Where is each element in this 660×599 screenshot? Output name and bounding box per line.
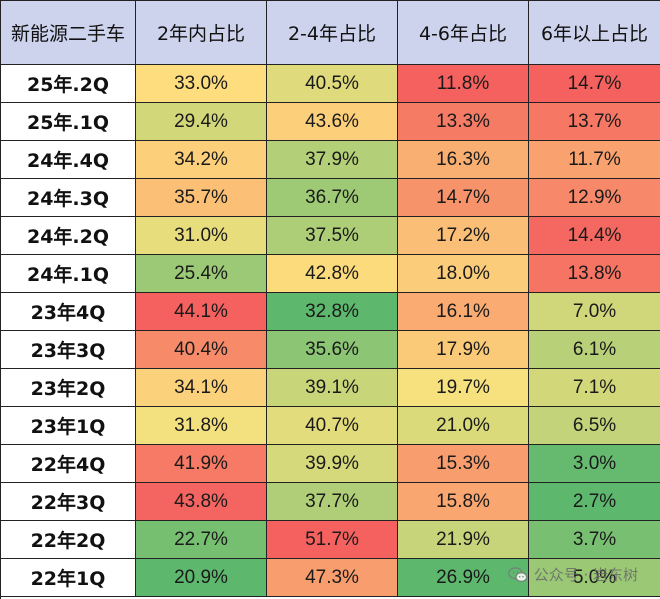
table-cell: 13.7% [529, 103, 660, 141]
table-cell: 40.5% [267, 65, 398, 103]
row-label: 24年.1Q [1, 255, 136, 293]
table-cell: 3.7% [529, 521, 660, 559]
table-cell: 43.8% [136, 483, 267, 521]
row-label: 23年3Q [1, 331, 136, 369]
header-row-label: 新能源二手车 [1, 1, 136, 65]
table-cell: 12.9% [529, 179, 660, 217]
table-cell: 16.3% [398, 141, 529, 179]
table-cell: 14.7% [398, 179, 529, 217]
row-label: 24年.2Q [1, 217, 136, 255]
table-cell: 41.9% [136, 445, 267, 483]
column-header: 2年内占比 [136, 1, 267, 65]
table-cell: 39.9% [267, 445, 398, 483]
table-cell: 37.5% [267, 217, 398, 255]
table-cell: 47.3% [267, 559, 398, 597]
table-cell: 43.6% [267, 103, 398, 141]
table-cell: 17.2% [398, 217, 529, 255]
row-label: 22年1Q [1, 559, 136, 597]
table-cell: 37.9% [267, 141, 398, 179]
table-cell: 26.9% [398, 559, 529, 597]
table-cell: 11.7% [529, 141, 660, 179]
table-cell: 7.1% [529, 369, 660, 407]
table-cell: 29.4% [136, 103, 267, 141]
table-cell: 13.8% [529, 255, 660, 293]
column-header: 2-4年占比 [267, 1, 398, 65]
table-cell: 15.3% [398, 445, 529, 483]
row-label: 22年2Q [1, 521, 136, 559]
table-cell: 14.7% [529, 65, 660, 103]
table-cell: 6.5% [529, 407, 660, 445]
table-cell: 36.7% [267, 179, 398, 217]
table-cell: 40.7% [267, 407, 398, 445]
table-cell: 19.7% [398, 369, 529, 407]
row-label: 23年1Q [1, 407, 136, 445]
row-label: 25年.1Q [1, 103, 136, 141]
table-cell: 35.7% [136, 179, 267, 217]
table-cell: 44.1% [136, 293, 267, 331]
row-label: 24年.4Q [1, 141, 136, 179]
table-cell: 3.0% [529, 445, 660, 483]
table-cell: 40.4% [136, 331, 267, 369]
row-label: 22年4Q [1, 445, 136, 483]
table-cell: 11.8% [398, 65, 529, 103]
table-cell: 31.8% [136, 407, 267, 445]
table-cell: 13.3% [398, 103, 529, 141]
row-label: 24年.3Q [1, 179, 136, 217]
row-label: 23年2Q [1, 369, 136, 407]
table-cell: 17.9% [398, 331, 529, 369]
table-cell: 34.1% [136, 369, 267, 407]
table-cell: 32.8% [267, 293, 398, 331]
table-cell: 6.1% [529, 331, 660, 369]
table-cell: 21.9% [398, 521, 529, 559]
table-cell: 7.0% [529, 293, 660, 331]
table-cell: 51.7% [267, 521, 398, 559]
table-cell: 18.0% [398, 255, 529, 293]
table-cell: 21.0% [398, 407, 529, 445]
column-header: 4-6年占比 [398, 1, 529, 65]
table-cell: 34.2% [136, 141, 267, 179]
table-cell: 33.0% [136, 65, 267, 103]
row-label: 23年4Q [1, 293, 136, 331]
row-label: 22年3Q [1, 483, 136, 521]
table-cell: 31.0% [136, 217, 267, 255]
table-cell: 2.7% [529, 483, 660, 521]
table-cell: 42.8% [267, 255, 398, 293]
table-cell: 22.7% [136, 521, 267, 559]
table-cell: 39.1% [267, 369, 398, 407]
table-cell: 25.4% [136, 255, 267, 293]
row-label: 25年.2Q [1, 65, 136, 103]
table-cell: 5.0% [529, 559, 660, 597]
table-cell: 15.8% [398, 483, 529, 521]
table-cell: 37.7% [267, 483, 398, 521]
table-cell: 14.4% [529, 217, 660, 255]
table-cell: 35.6% [267, 331, 398, 369]
table-cell: 16.1% [398, 293, 529, 331]
table-cell: 20.9% [136, 559, 267, 597]
column-header: 6年以上占比 [529, 1, 660, 65]
